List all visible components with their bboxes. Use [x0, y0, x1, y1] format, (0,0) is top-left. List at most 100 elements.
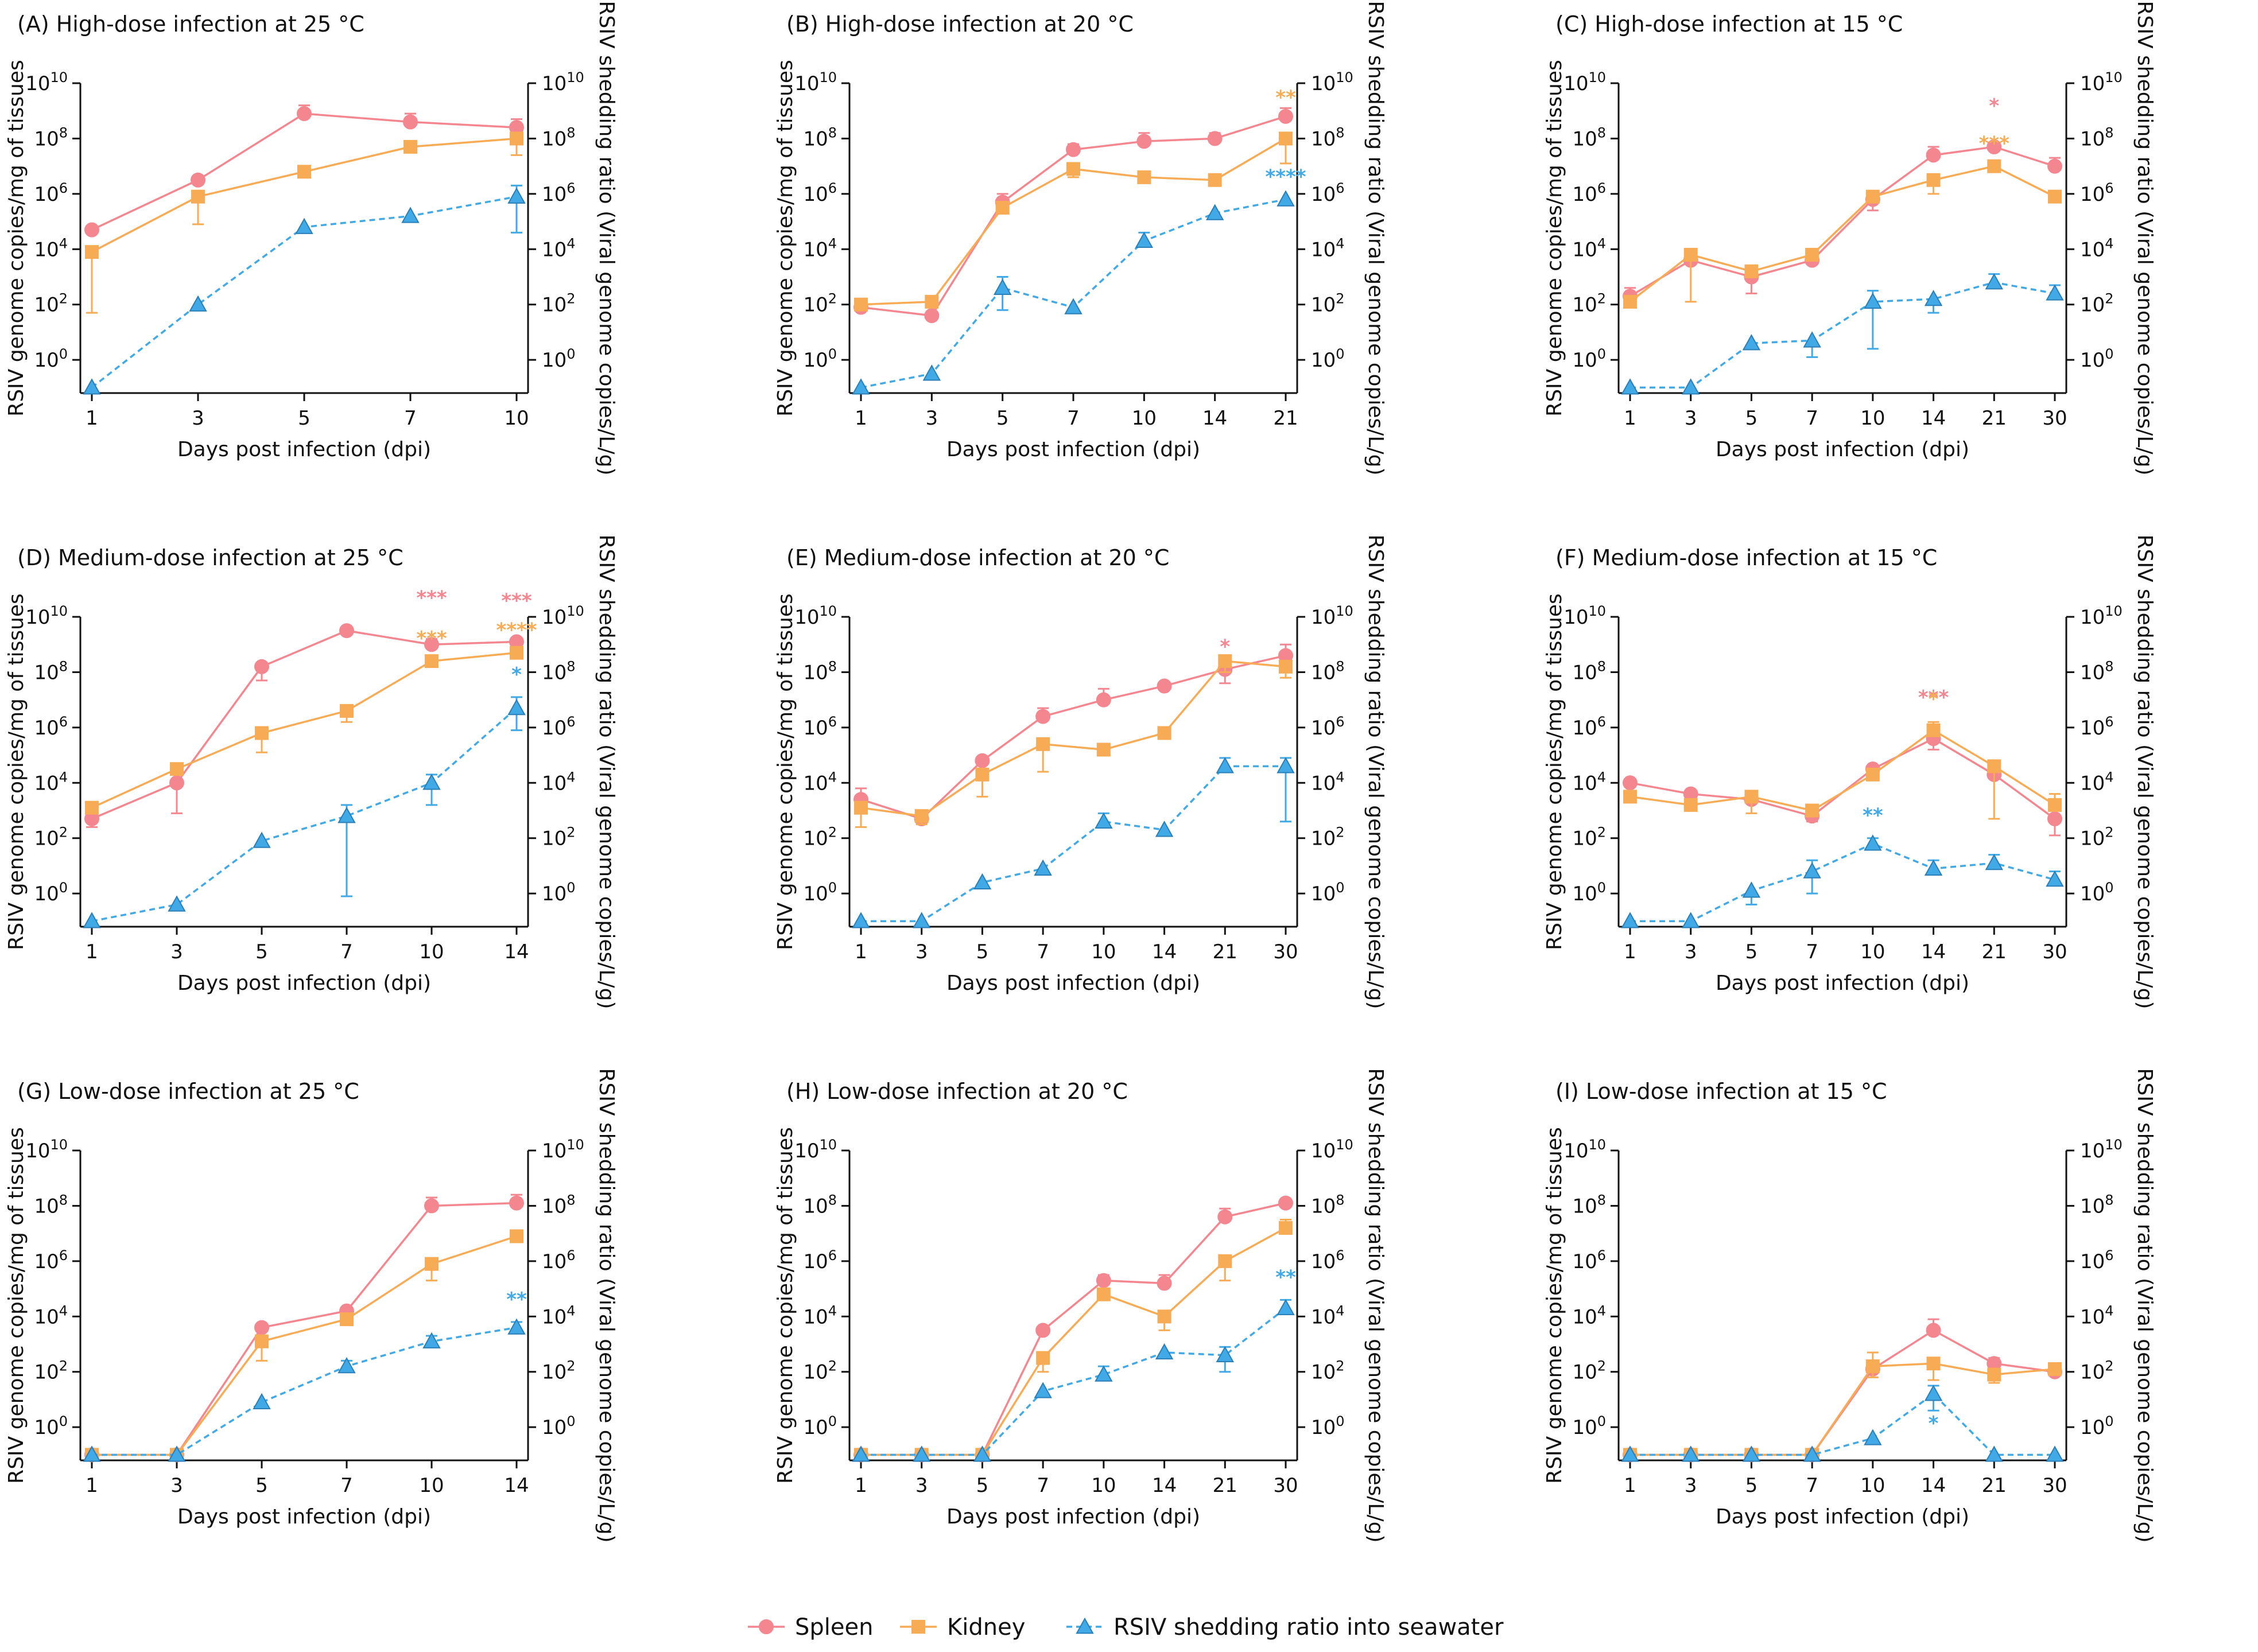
- legend-label-spleen: Spleen: [795, 1614, 873, 1641]
- y-axis-title-right: RSIV shedding ratio (Viral genome copies…: [595, 1, 618, 475]
- data-point-shedding: [168, 895, 186, 912]
- data-point-kidney: [1926, 173, 1941, 187]
- x-tick-label: 5: [298, 407, 311, 430]
- x-tick-label: 5: [1745, 1474, 1758, 1497]
- data-point-shedding: [189, 295, 207, 312]
- data-point-shedding: [1864, 1429, 1882, 1445]
- y-tick-label-left: 104: [803, 1303, 837, 1328]
- y-tick-label-left: 102: [34, 291, 68, 317]
- y-tick-label-right: 102: [2080, 1358, 2114, 1384]
- data-point-kidney: [297, 165, 311, 179]
- x-tick-label: 21: [1213, 940, 1237, 963]
- chart-panel-G: (G) Low-dose infection at 25 °C 100 100 102…: [5, 1068, 618, 1542]
- x-tick-label: 21: [1982, 1474, 2007, 1497]
- y-tick-label-right: 1010: [2080, 1137, 2123, 1163]
- y-tick-label-right: 102: [542, 291, 576, 317]
- significance-mark: ***: [501, 589, 532, 612]
- legend-marker-spleen: [759, 1619, 774, 1634]
- data-point-kidney: [2048, 798, 2062, 812]
- x-tick-label: 3: [1685, 940, 1697, 963]
- x-tick-label: 3: [915, 940, 928, 963]
- y-tick-label-left: 100: [34, 346, 68, 372]
- x-tick-label: 30: [2042, 407, 2067, 430]
- y-axis-title-left: RSIV genome copies/mg of tissues: [1543, 60, 1566, 417]
- x-tick-label: 10: [1091, 940, 1116, 963]
- x-tick-label: 14: [1152, 940, 1177, 963]
- legend-marker-kidney: [911, 1620, 925, 1634]
- x-tick-label: 7: [1806, 407, 1818, 430]
- data-point-kidney: [1208, 173, 1222, 187]
- data-point-kidney: [1218, 1254, 1232, 1268]
- x-tick-label: 7: [340, 1474, 353, 1497]
- series-line-shedding: [92, 1326, 517, 1456]
- data-point-kidney: [340, 703, 354, 718]
- series-line-kidney: [92, 1235, 517, 1456]
- y-tick-label-left: 102: [1572, 1358, 1606, 1384]
- data-point-shedding: [1135, 231, 1154, 248]
- y-tick-label-right: 100: [1311, 880, 1345, 905]
- x-tick-label: 14: [1152, 1474, 1177, 1497]
- data-point-spleen: [1157, 1276, 1172, 1291]
- y-tick-label-right: 104: [542, 1303, 576, 1328]
- y-tick-label-right: 100: [2080, 346, 2114, 372]
- legend: Spleen Kidney RSIV shedding ratio into sea…: [748, 1614, 1504, 1641]
- data-point-shedding: [922, 364, 941, 381]
- data-point-spleen: [424, 637, 439, 652]
- y-tick-label-right: 108: [2080, 1192, 2114, 1218]
- x-tick-label: 3: [1685, 407, 1697, 430]
- x-tick-label: 30: [2042, 1474, 2067, 1497]
- data-point-shedding: [295, 217, 313, 234]
- data-point-shedding: [1621, 378, 1639, 395]
- data-point-shedding: [1277, 190, 1295, 207]
- data-point-kidney: [995, 200, 1010, 215]
- series-line-shedding: [1630, 842, 2055, 923]
- series-line-spleen: [91, 629, 517, 820]
- data-point-spleen: [1207, 131, 1223, 146]
- y-tick-label-left: 104: [1572, 235, 1606, 261]
- data-point-kidney: [510, 1229, 523, 1243]
- data-point-spleen: [191, 172, 205, 188]
- x-tick-label: 7: [1067, 407, 1080, 430]
- x-tick-label: 14: [1921, 407, 1946, 430]
- x-tick-label: 7: [340, 940, 353, 963]
- data-point-shedding: [1924, 859, 1943, 876]
- x-tick-label: 21: [1213, 1474, 1237, 1497]
- data-point-spleen: [297, 106, 312, 122]
- significance-mark: ***: [416, 587, 447, 610]
- x-tick-label: 7: [1806, 1474, 1818, 1497]
- series-line-shedding: [861, 1307, 1287, 1456]
- data-point-spleen: [254, 659, 269, 674]
- data-point-kidney: [1865, 189, 1880, 204]
- series-line-shedding: [1630, 1392, 2055, 1456]
- y-tick-label-left: 104: [1572, 769, 1606, 795]
- y-tick-label-left: 102: [803, 825, 837, 850]
- significance-mark: **: [506, 1288, 527, 1311]
- y-tick-label-left: 108: [34, 1192, 68, 1218]
- x-tick-label: 1: [1624, 407, 1636, 430]
- series-line-shedding: [860, 198, 1286, 389]
- data-point-kidney: [1096, 1287, 1111, 1301]
- x-tick-label: 5: [976, 1474, 989, 1497]
- x-tick-label: 14: [504, 940, 529, 963]
- y-tick-label-right: 104: [1311, 1303, 1345, 1328]
- data-point-spleen: [1096, 692, 1111, 708]
- data-point-kidney: [1926, 1356, 1941, 1371]
- y-tick-label-right: 104: [1311, 769, 1345, 795]
- data-point-spleen: [2047, 811, 2062, 826]
- x-tick-label: 1: [1624, 1474, 1636, 1497]
- data-point-shedding: [1034, 1382, 1052, 1398]
- series-line-spleen: [861, 1202, 1286, 1456]
- x-tick-label: 14: [1202, 407, 1227, 430]
- y-tick-label-right: 100: [542, 346, 576, 372]
- y-tick-label-left: 100: [1572, 1413, 1606, 1439]
- chart-panel-A: (A) High-dose infection at 25 °C 100 100 10…: [5, 1, 618, 475]
- data-point-shedding: [83, 912, 101, 928]
- data-point-kidney: [854, 297, 868, 312]
- data-point-kidney: [85, 800, 99, 815]
- y-tick-label-right: 102: [542, 1358, 576, 1384]
- series-line-kidney: [91, 651, 517, 809]
- y-tick-label-left: 108: [1572, 658, 1606, 684]
- y-tick-label-left: 102: [34, 1358, 68, 1384]
- x-tick-label: 7: [1806, 940, 1818, 963]
